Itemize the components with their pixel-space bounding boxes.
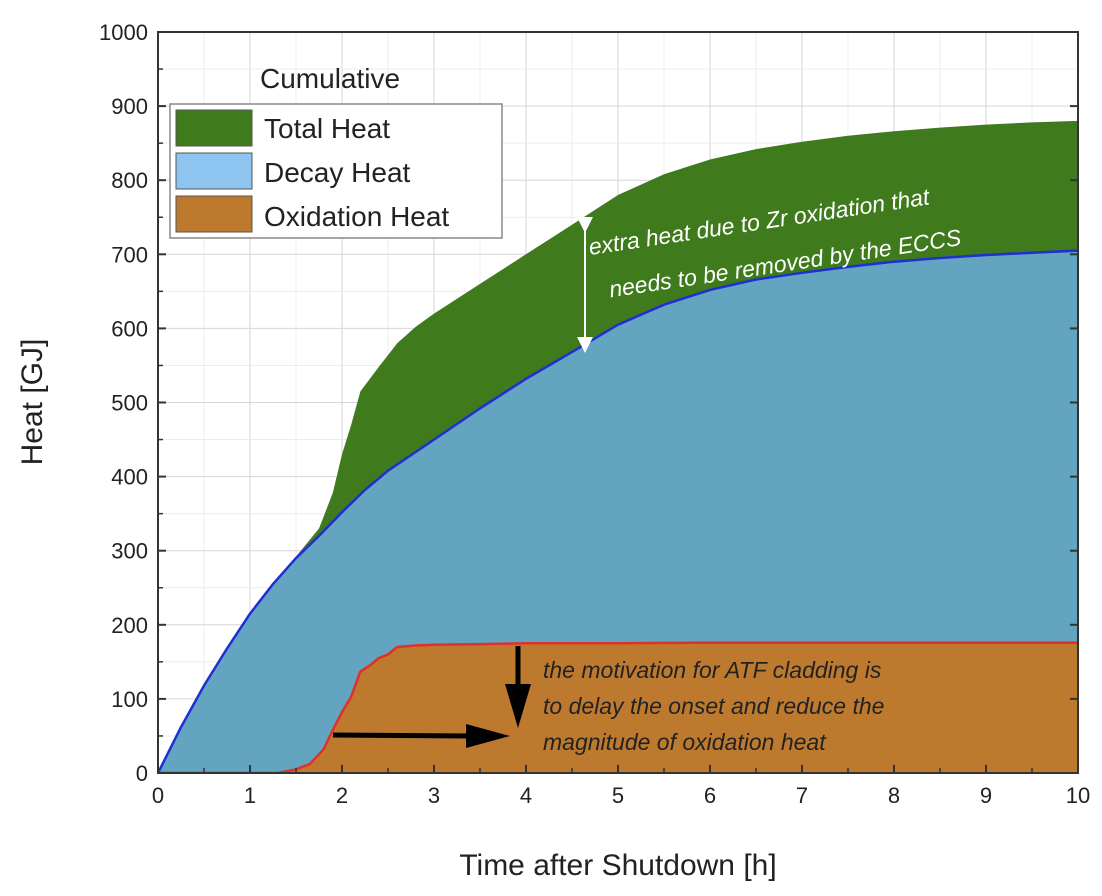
x-tick-label: 0 [152,783,164,808]
x-tick-label: 10 [1066,783,1090,808]
y-tick-label: 400 [111,465,148,490]
y-axis-title: Heat [GJ] [16,339,49,466]
y-tick-label: 100 [111,687,148,712]
atf-annotation: the motivation for ATF cladding is to de… [543,657,891,755]
oxidation-heat-line [158,641,1078,773]
legend-label-total-heat: Total Heat [264,113,390,144]
y-tick-label: 600 [111,316,148,341]
x-tick-label: 5 [612,783,624,808]
y-tick-label: 700 [111,242,148,267]
oxidation-heat-area [158,642,1078,773]
area-layers [158,120,1078,773]
x-tick-label: 2 [336,783,348,808]
x-tick-label: 8 [888,783,900,808]
y-tick-label: 300 [111,539,148,564]
x-tick-label: 4 [520,783,532,808]
atf-annotation-line-3: magnitude of oxidation heat [543,729,827,755]
decay-heat-line [158,249,1078,773]
y-tick-label: 200 [111,613,148,638]
legend-label-oxidation-heat: Oxidation Heat [264,201,449,232]
x-tick-label: 7 [796,783,808,808]
x-tick-label: 9 [980,783,992,808]
legend-swatch-total-heat [175,109,253,147]
x-axis-title: Time after Shutdown [h] [459,849,776,882]
legend: Cumulative Total Heat Decay Heat Oxidati… [169,63,503,239]
reduce-arrow [505,646,531,728]
plot-frame [157,31,1079,774]
delay-arrow [332,724,510,748]
axis-ticks: 0 1 2 3 4 5 6 7 8 9 100100200300400500600700800900… [99,20,1090,808]
x-tick-label: 3 [428,783,440,808]
legend-swatch-oxidation-heat [175,195,253,233]
atf-annotation-line-2: to delay the onset and reduce the [543,693,884,719]
legend-swatch-decay-heat [175,152,253,190]
y-tick-label: 1000 [99,20,148,45]
y-tick-label: 800 [111,168,148,193]
x-tick-label: 1 [244,783,256,808]
y-tick-label: 900 [111,94,148,119]
y-tick-label: 500 [111,391,148,416]
y-tick-label: 0 [136,761,148,786]
legend-label-decay-heat: Decay Heat [264,157,411,188]
legend-title: Cumulative [260,63,400,94]
x-tick-label: 6 [704,783,716,808]
atf-annotation-line-1: the motivation for ATF cladding is [543,657,882,683]
